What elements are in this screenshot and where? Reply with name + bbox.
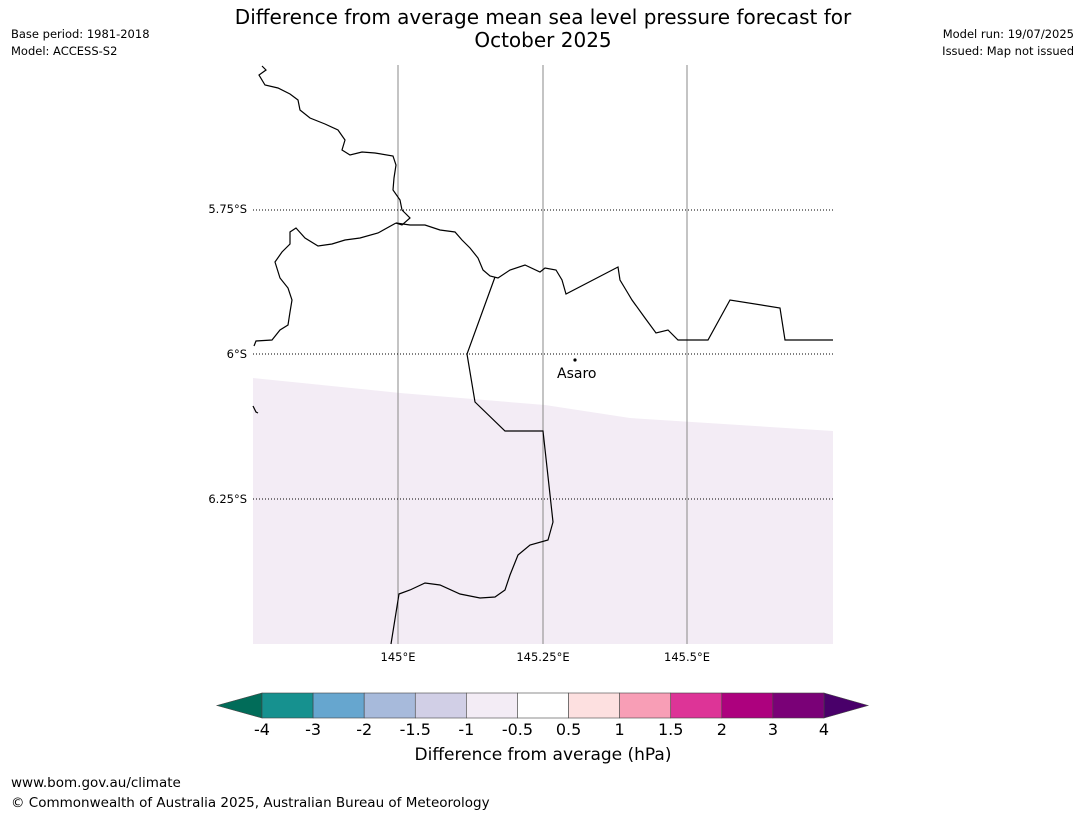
lon-label-145e: 145°E (381, 650, 416, 664)
boundary-south (390, 276, 554, 645)
colorbar-label: Difference from average (hPa) (414, 745, 672, 765)
boundary-north (258, 65, 411, 226)
boundary-west-loop (253, 222, 397, 347)
colorbar-tick-label: -4 (254, 720, 270, 739)
meta-left: Base period: 1981-2018 Model: ACCESS-S2 (11, 26, 150, 60)
footer-url: www.bom.gov.au/climate (11, 775, 181, 791)
lat-label-6-25s: 6.25°S (208, 492, 247, 506)
lat-label-6s: 6°S (227, 347, 247, 361)
colorbar-tick-label: -1.5 (400, 720, 431, 739)
model-run: Model run: 19/07/2025 (942, 27, 1074, 41)
lat-label-5-75s: 5.75°S (208, 202, 247, 216)
colorbar-tick-label: -0.5 (502, 720, 533, 739)
colorbar-tick-label: -3 (305, 720, 321, 739)
lon-label-145-5e: 145.5°E (664, 650, 710, 664)
map: Asaro 5.75°S 6°S 6.25°S 145°E 145.25°E 1… (208, 65, 833, 664)
colorbar-tick-label: 1 (615, 720, 625, 739)
asaro-marker (573, 358, 577, 362)
boundary-fragment (252, 405, 259, 414)
footer-copyright: © Commonwealth of Australia 2025, Austra… (11, 795, 490, 811)
boundary-east (395, 222, 833, 341)
colorbar-tick-label: 4 (819, 720, 829, 739)
asaro-label: Asaro (557, 366, 596, 382)
colorbar-tick-label: 3 (768, 720, 778, 739)
map-title: Difference from average mean sea level p… (200, 6, 886, 52)
colorbar-tick-label: 2 (717, 720, 727, 739)
meta-right: Model run: 19/07/2025 Issued: Map not is… (942, 26, 1074, 60)
colorbar-tick-label: 0.5 (556, 720, 581, 739)
colorbar-tick-label: -2 (356, 720, 372, 739)
base-period: Base period: 1981-2018 (11, 27, 150, 41)
issued-status: Issued: Map not issued (942, 44, 1074, 58)
colorbar-tick-label: 1.5 (658, 720, 683, 739)
colorbar-tick-label: -1 (458, 720, 474, 739)
title-line-1: Difference from average mean sea level p… (234, 5, 852, 29)
model-name: Model: ACCESS-S2 (11, 44, 118, 58)
title-line-2: October 2025 (474, 28, 612, 52)
lon-label-145-25e: 145.25°E (516, 650, 569, 664)
